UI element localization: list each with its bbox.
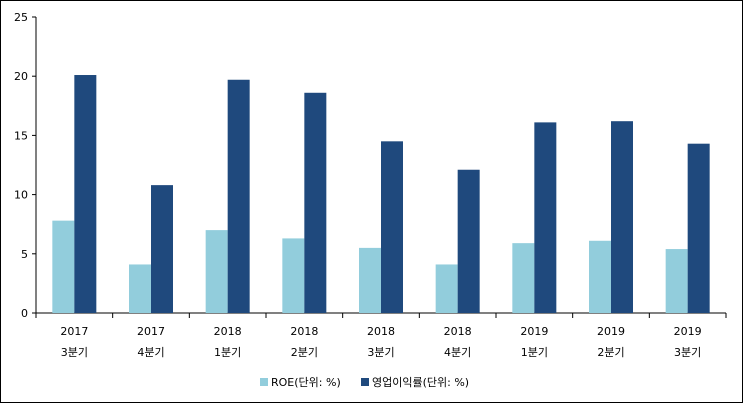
x-tick-labels: 2017 3분기 2017 4분기 2018 1분기 2018 2분기 2018 3분기 2018 4… — [60, 325, 701, 359]
roe-bar — [205, 230, 228, 313]
x-tick-label-quarter: 2분기 — [597, 346, 624, 359]
operating-margin-bar — [151, 185, 173, 313]
x-tick-label-year: 2017 — [60, 325, 88, 338]
y-tick-label: 15 — [14, 129, 28, 142]
x-tick-label-quarter: 2분기 — [291, 346, 318, 359]
x-tick-label-quarter: 1분기 — [521, 346, 548, 359]
chart-legend: ROE(단위: %) 영업이익률(단위: %) — [260, 376, 469, 389]
roe-bar — [512, 243, 535, 313]
x-tick-label-quarter: 4분기 — [137, 346, 164, 359]
y-tick-labels: 0 5 10 15 20 25 — [14, 11, 28, 320]
operating-margin-bar — [227, 79, 250, 313]
x-tick-label-year: 2019 — [597, 325, 625, 338]
y-tick-label: 10 — [14, 189, 28, 202]
operating-margin-bar — [611, 121, 633, 313]
roe-bar — [359, 247, 381, 313]
operating-margin-bar — [381, 141, 403, 313]
roe-bar — [589, 240, 611, 313]
legend-label: 영업이익률(단위: %) — [372, 376, 469, 389]
legend-label: ROE(단위: %) — [271, 376, 341, 389]
x-tick-label-year: 2018 — [444, 325, 472, 338]
y-tick-label: 25 — [14, 11, 28, 24]
x-tick-label-year: 2019 — [520, 325, 548, 338]
y-tick-label: 5 — [21, 248, 28, 261]
legend-swatch — [260, 378, 268, 386]
x-tick-label-quarter: 1분기 — [214, 346, 241, 359]
roe-bar — [129, 264, 151, 313]
x-tick-label-year: 2018 — [290, 325, 318, 338]
x-tick-label-quarter: 3분기 — [367, 346, 394, 359]
operating-margin-bar — [304, 92, 327, 313]
x-tick-label-quarter: 4분기 — [444, 346, 471, 359]
chart-bars — [52, 75, 710, 314]
roe-bar — [665, 249, 688, 313]
x-tick-label-year: 2018 — [367, 325, 395, 338]
roe-bar — [52, 220, 75, 313]
roe-bar — [282, 238, 305, 313]
operating-margin-bar — [457, 169, 480, 313]
x-tick-label-year: 2018 — [214, 325, 242, 338]
y-tick-label: 0 — [21, 307, 28, 320]
y-tick-label: 20 — [14, 70, 28, 83]
roe-bar — [435, 264, 458, 313]
legend-swatch — [361, 378, 369, 386]
operating-margin-bar — [74, 75, 97, 314]
operating-margin-bar — [534, 122, 557, 313]
x-tick-label-year: 2019 — [674, 325, 702, 338]
x-tick-label-quarter: 3분기 — [61, 346, 88, 359]
x-tick-label-year: 2017 — [137, 325, 165, 338]
operating-margin-bar — [687, 143, 710, 313]
x-tick-label-quarter: 3분기 — [674, 346, 701, 359]
